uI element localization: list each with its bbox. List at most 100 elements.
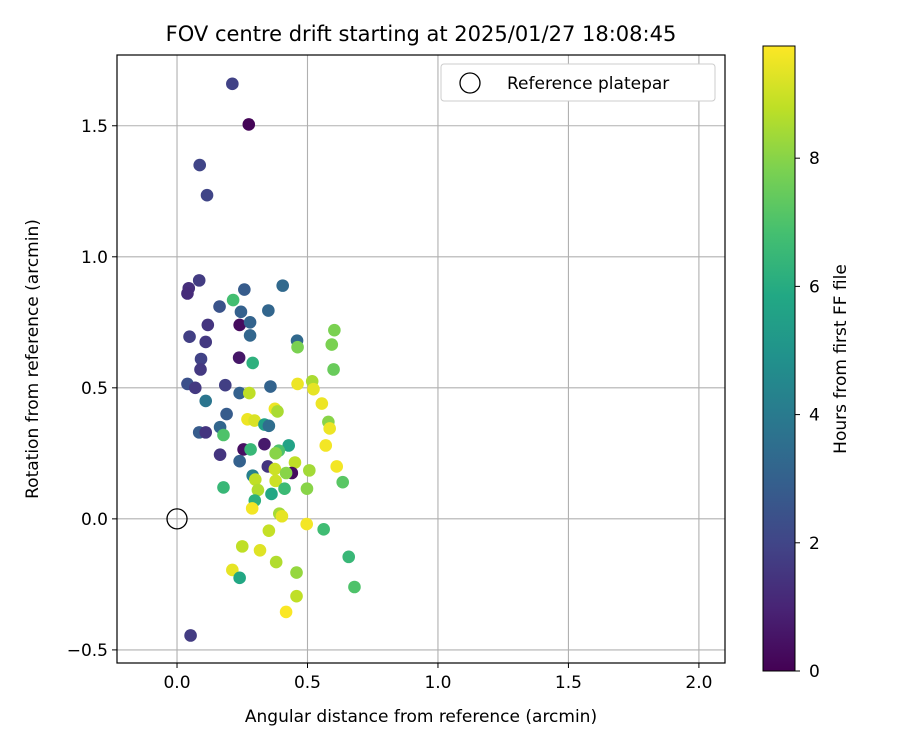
data-point — [279, 466, 293, 480]
data-point — [199, 394, 213, 408]
grid-lines — [117, 55, 725, 663]
colorbar-tick-label: 4 — [809, 406, 820, 426]
x-tick-label: 0.0 — [163, 673, 190, 693]
colorbar-ticks: 0 2 4 6 8 — [795, 149, 820, 682]
data-point — [264, 380, 277, 393]
data-point — [234, 305, 248, 319]
data-point — [278, 482, 291, 496]
data-point — [265, 487, 278, 501]
y-tick-label: −0.5 — [67, 641, 108, 661]
data-point — [330, 460, 344, 473]
x-tick-label: 0.5 — [294, 673, 321, 693]
data-point — [217, 428, 230, 442]
data-point — [242, 386, 256, 400]
data-point — [220, 407, 233, 421]
data-point — [279, 605, 293, 619]
data-point — [213, 448, 227, 461]
data-point — [200, 188, 214, 202]
data-point — [246, 356, 259, 370]
data-point — [253, 544, 267, 557]
data-point — [251, 483, 265, 497]
data-point — [269, 474, 282, 488]
data-point — [193, 158, 207, 172]
y-tick-label: 0.5 — [81, 379, 108, 399]
data-point — [243, 316, 257, 329]
data-point — [201, 318, 215, 332]
data-point — [249, 473, 262, 486]
data-point — [232, 351, 246, 364]
data-point — [288, 456, 302, 469]
data-point — [348, 580, 361, 594]
data-point — [307, 382, 320, 396]
y-tick-label: 1.0 — [81, 248, 108, 268]
data-point — [199, 426, 213, 439]
data-point — [188, 381, 202, 395]
data-point — [275, 509, 289, 523]
data-point — [269, 447, 282, 460]
chart-title: FOV centre drift starting at 2025/01/27 … — [166, 22, 677, 46]
data-point — [271, 405, 284, 418]
data-point — [233, 318, 246, 332]
data-point — [183, 330, 196, 344]
data-point — [336, 475, 350, 489]
colorbar-tick-label: 2 — [809, 534, 820, 554]
data-point — [238, 283, 251, 296]
data-point — [199, 335, 213, 349]
data-point — [226, 77, 239, 91]
colorbar-tick-label: 0 — [809, 662, 820, 682]
colorbar-tick-label: 6 — [809, 277, 820, 297]
data-point — [258, 437, 271, 451]
data-point — [323, 422, 336, 435]
data-point — [194, 352, 208, 366]
data-point — [290, 566, 303, 579]
data-point — [243, 329, 257, 342]
data-point — [282, 439, 296, 452]
reference-marker-layer — [166, 508, 188, 530]
colorbar-label: Hours from first FF file — [831, 264, 851, 454]
data-point — [262, 524, 276, 537]
data-points — [181, 77, 361, 642]
data-point — [245, 502, 259, 515]
data-point — [184, 629, 197, 642]
data-point — [315, 397, 329, 410]
y-tick-label: 0.0 — [81, 510, 108, 530]
legend-reference-marker — [459, 72, 481, 94]
data-point — [217, 481, 230, 494]
data-point — [325, 338, 339, 351]
data-point — [291, 340, 304, 354]
legend-box — [440, 63, 716, 102]
x-tick-label: 2.0 — [685, 673, 712, 693]
data-point — [181, 287, 194, 300]
data-point — [233, 571, 246, 585]
data-point — [192, 274, 206, 287]
x-tick-label: 1.0 — [424, 673, 451, 693]
plot-frame — [116, 54, 726, 664]
data-point — [233, 454, 246, 468]
legend: Reference platepar — [440, 63, 716, 102]
data-point — [300, 517, 314, 531]
data-point — [262, 304, 275, 317]
data-point — [233, 386, 246, 400]
data-point — [235, 540, 249, 553]
data-point — [262, 419, 276, 433]
reference-platepar-marker — [166, 508, 188, 530]
data-point — [268, 462, 282, 476]
colorbar-gradient — [762, 45, 796, 672]
data-point — [276, 279, 289, 292]
x-axis-label: Angular distance from reference (arcmin) — [245, 707, 597, 727]
data-point — [342, 550, 356, 564]
data-point — [328, 323, 341, 337]
colorbar: 0 2 4 6 8 Hours from first FF file — [762, 45, 851, 682]
x-axis-ticks: 0.0 0.5 1.0 1.5 2.0 — [163, 663, 712, 693]
data-point — [319, 439, 333, 452]
y-tick-label: 1.5 — [81, 117, 108, 137]
data-point — [303, 464, 316, 477]
y-axis-ticks: −0.5 0.0 0.5 1.0 1.5 — [67, 117, 117, 661]
data-point — [226, 293, 240, 307]
data-point — [327, 363, 340, 376]
data-point — [290, 589, 303, 603]
data-point — [291, 377, 304, 391]
colorbar-tick-label: 8 — [809, 149, 820, 169]
